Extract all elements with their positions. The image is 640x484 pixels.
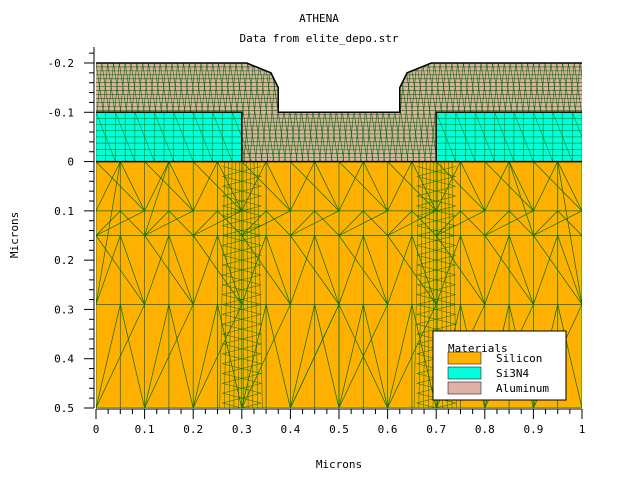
y-axis-label: Microns bbox=[8, 212, 21, 258]
y-tick-label: 0.1 bbox=[54, 205, 74, 218]
x-tick-label: 0.1 bbox=[135, 423, 155, 436]
x-tick-label: 0.3 bbox=[232, 423, 252, 436]
x-tick-label: 0.8 bbox=[475, 423, 495, 436]
legend-swatch-silicon bbox=[448, 352, 481, 364]
y-tick-label: 0.3 bbox=[54, 303, 74, 316]
x-axis-label: Microns bbox=[316, 458, 362, 471]
y-tick-label: -0.2 bbox=[48, 57, 75, 70]
x-tick-label: 0.6 bbox=[378, 423, 398, 436]
legend-label-aluminum: Aluminum bbox=[496, 382, 549, 395]
x-tick-label: 0.2 bbox=[183, 423, 203, 436]
y-tick-label: 0.5 bbox=[54, 402, 74, 415]
y-tick-label: 0 bbox=[67, 156, 74, 169]
legend-label-si3n4: Si3N4 bbox=[496, 367, 529, 380]
x-tick-label: 0.7 bbox=[426, 423, 446, 436]
legend-label-silicon: Silicon bbox=[496, 352, 542, 365]
chart-title: ATHENA bbox=[299, 12, 339, 25]
y-tick-label: -0.1 bbox=[48, 106, 75, 119]
chart-subtitle: Data from elite_depo.str bbox=[240, 32, 399, 45]
x-tick-label: 0 bbox=[93, 423, 100, 436]
x-tick-label: 0.4 bbox=[280, 423, 300, 436]
x-tick-label: 0.9 bbox=[523, 423, 543, 436]
x-tick-label: 1 bbox=[579, 423, 586, 436]
x-tick-label: 0.5 bbox=[329, 423, 349, 436]
y-tick-label: 0.4 bbox=[54, 353, 74, 366]
legend-swatch-si3n4 bbox=[448, 367, 481, 379]
y-tick-label: 0.2 bbox=[54, 254, 74, 267]
legend-swatch-aluminum bbox=[448, 382, 481, 394]
